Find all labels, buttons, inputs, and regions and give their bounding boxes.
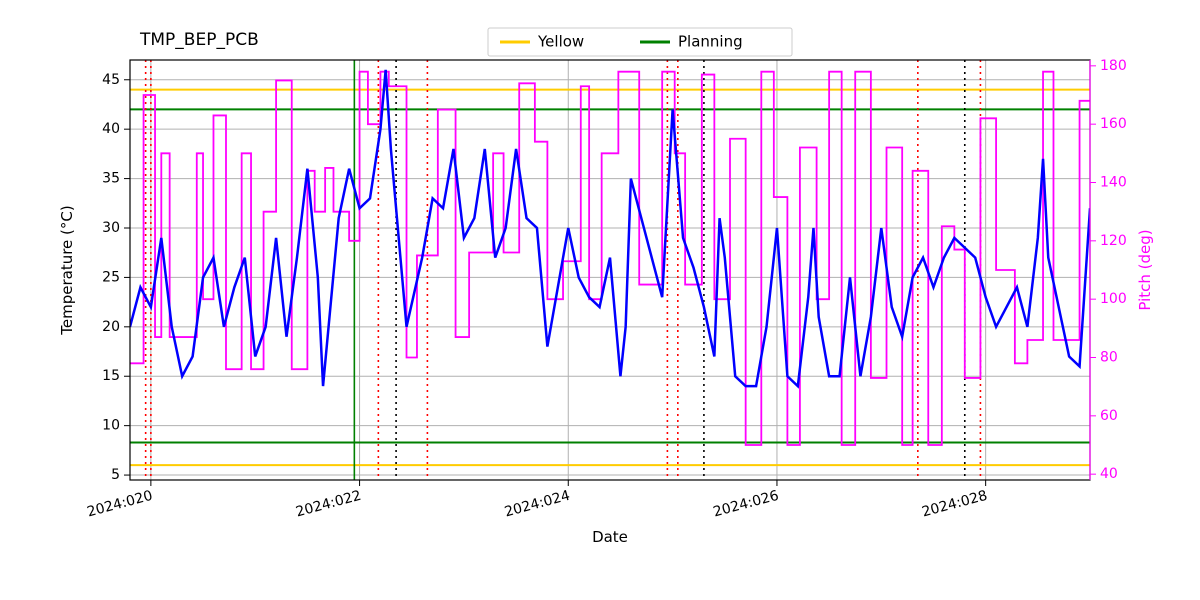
y-right-tick-label: 80 [1100, 350, 1118, 366]
y-right-tick-label: 140 [1100, 175, 1127, 191]
chart-figure: 2024:0202024:0222024:0242024:0262024:028… [0, 0, 1200, 600]
y-right-axis-label: Pitch (deg) [1136, 229, 1154, 310]
legend: Yellow Planning [488, 28, 792, 56]
legend-item-label: Yellow [537, 33, 584, 51]
y-left-tick-label: 30 [102, 220, 120, 236]
y-left-tick-label: 45 [102, 72, 120, 88]
y-left-tick-label: 40 [102, 121, 120, 137]
y-left-tick-label: 20 [102, 319, 120, 335]
chart-title: TMP_BEP_PCB [139, 30, 259, 50]
y-right-tick-label: 100 [1100, 291, 1127, 307]
y-left-axis-label: Temperature (°C) [58, 205, 76, 335]
y-left-tick-label: 35 [102, 171, 120, 187]
y-right-tick-label: 120 [1100, 233, 1127, 249]
y-right-tick-label: 160 [1100, 116, 1127, 132]
legend-item-label: Planning [678, 33, 743, 51]
y-right-tick-label: 180 [1100, 58, 1127, 74]
y-right-tick-label: 40 [1100, 466, 1118, 482]
y-right-tick-label: 60 [1100, 408, 1118, 424]
x-axis-label: Date [592, 528, 628, 546]
y-left-tick-label: 25 [102, 269, 120, 285]
chart-plot-area: 2024:0202024:0222024:0242024:0262024:028… [0, 0, 1200, 600]
y-left-tick-label: 15 [102, 368, 120, 384]
y-left-tick-label: 5 [111, 467, 120, 483]
y-left-tick-label: 10 [102, 418, 120, 434]
